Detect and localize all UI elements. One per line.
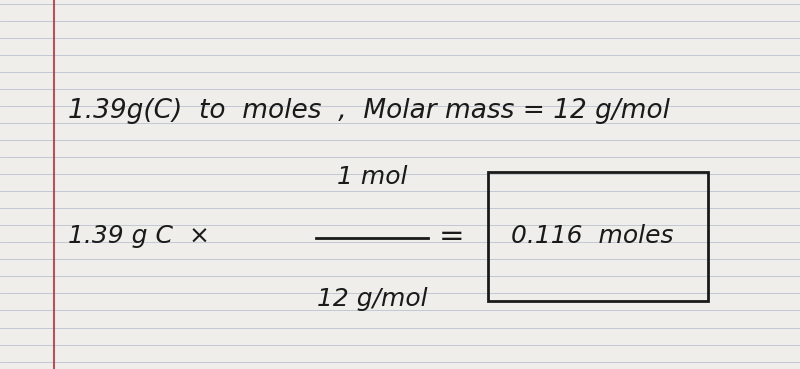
Text: 1 mol: 1 mol bbox=[337, 165, 407, 189]
Text: 1.39 g C  ×: 1.39 g C × bbox=[68, 224, 210, 248]
Text: =: = bbox=[439, 222, 465, 251]
Text: 12 g/mol: 12 g/mol bbox=[317, 287, 427, 311]
Text: 1.39g(C)  to  moles  ,  Molar mass = 12 g/mol: 1.39g(C) to moles , Molar mass = 12 g/mo… bbox=[68, 98, 670, 124]
Text: 0.116  moles: 0.116 moles bbox=[510, 224, 674, 248]
